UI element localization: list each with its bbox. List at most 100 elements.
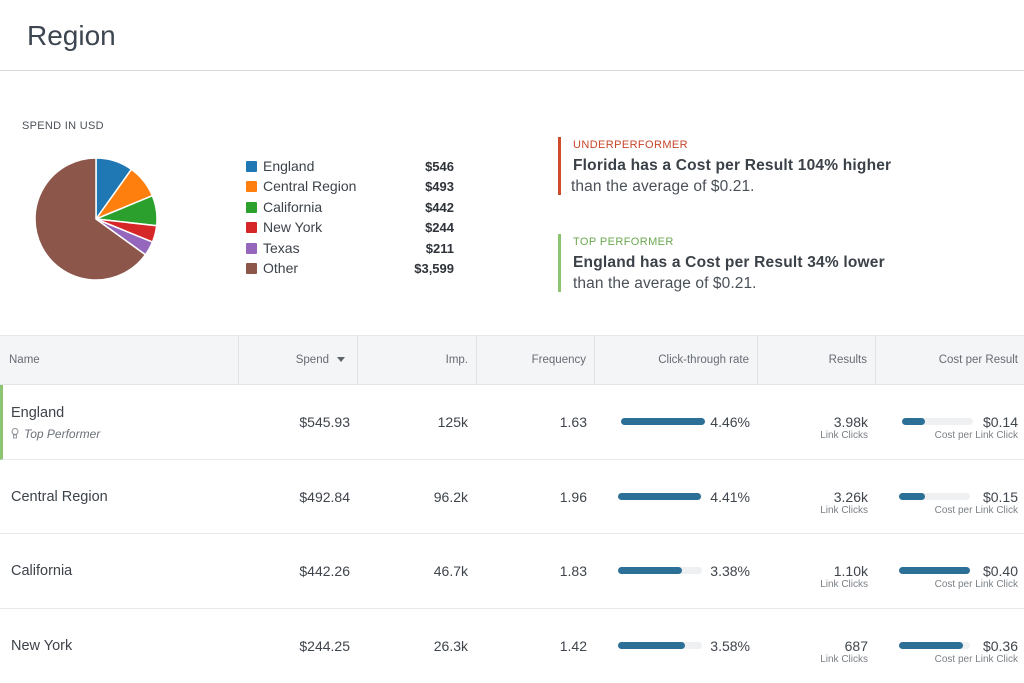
table-header: Name Spend Imp. Frequency Click-through … — [0, 335, 1024, 385]
legend-label: Central Region — [263, 178, 357, 195]
region-name[interactable]: Central Region — [11, 488, 108, 505]
legend-value: $211 — [425, 240, 454, 256]
impressions-value: 46.7k — [433, 563, 468, 580]
cost-bar — [899, 492, 970, 500]
legend-item-central-region: Central Region $493 — [246, 177, 456, 197]
frequency-value: 1.83 — [559, 563, 587, 580]
spend-legend: England $546 Central Region $493 Califor… — [246, 157, 456, 279]
insight-tag: TOP PERFORMER — [573, 236, 674, 248]
ctr-value: 4.46% — [710, 414, 750, 430]
column-header-spend[interactable]: Spend — [239, 336, 358, 385]
legend-item-new-york: New York $244 — [246, 218, 456, 238]
ctr-value: 4.41% — [710, 488, 750, 505]
legend-value: $546 — [425, 159, 454, 174]
legend-label: New York — [263, 219, 323, 236]
cost-value: $0.15 — [982, 488, 1018, 505]
insight-headline: England has a Cost per Result 34% lower — [573, 254, 885, 271]
results-unit: Link Clicks — [820, 579, 868, 591]
column-header-cost-per-result[interactable]: Cost per Result — [876, 336, 1024, 385]
cost-bar-fill — [899, 642, 963, 650]
region-name[interactable]: California — [11, 563, 73, 580]
cost-value: $0.14 — [982, 414, 1018, 430]
ctr-value: 3.58% — [710, 638, 750, 655]
results-value: 3.26k — [833, 488, 868, 505]
insight-detail: than the average of $0.21. — [571, 178, 755, 195]
cost-bar-fill — [902, 418, 926, 425]
ctr-value: 3.38% — [710, 563, 750, 580]
impressions-value: 26.3k — [433, 638, 468, 655]
column-header-impressions[interactable]: Imp. — [358, 336, 477, 385]
frequency-value: 1.42 — [559, 638, 587, 655]
spend-label: SPEND IN USD — [22, 120, 104, 132]
underperformer-insight: UNDERPERFORMER Florida has a Cost per Re… — [558, 137, 998, 195]
cost-bar — [899, 642, 970, 650]
table-row[interactable]: California $442.26 46.7k 1.83 3.38% 1.10… — [0, 534, 1024, 610]
spend-value: $545.93 — [299, 414, 350, 430]
ctr-bar-fill — [618, 642, 686, 650]
cost-unit: Cost per Link Click — [934, 504, 1018, 516]
spend-value: $492.84 — [299, 488, 350, 505]
column-header-frequency[interactable]: Frequency — [477, 336, 595, 385]
legend-value: $493 — [425, 179, 454, 195]
results-value: 687 — [844, 638, 868, 655]
impressions-value: 96.2k — [433, 488, 468, 505]
ctr-bar — [618, 567, 702, 575]
legend-value: $244 — [425, 220, 454, 236]
ctr-bar-fill — [621, 418, 705, 425]
top-performer-insight: TOP PERFORMER England has a Cost per Res… — [558, 234, 998, 292]
page-header: Region — [0, 0, 1024, 71]
cost-bar-fill — [899, 567, 970, 575]
frequency-value: 1.96 — [559, 488, 587, 505]
ctr-bar — [618, 492, 702, 500]
region-name[interactable]: England — [11, 405, 65, 421]
results-value: 3.98k — [833, 414, 868, 430]
legend-value: $442 — [425, 199, 454, 215]
cost-value: $0.36 — [982, 638, 1018, 655]
column-header-name[interactable]: Name — [0, 336, 239, 385]
legend-value: $3,599 — [414, 260, 454, 276]
results-unit: Link Clicks — [820, 654, 868, 666]
ctr-bar — [621, 418, 705, 425]
column-label: Name — [9, 354, 40, 366]
ctr-bar-fill — [618, 567, 682, 575]
top-performer-note: Top Performer — [11, 427, 100, 441]
legend-swatch — [246, 181, 257, 193]
table-row[interactable]: New York $244.25 26.3k 1.42 3.58% 687 Li… — [0, 609, 1024, 683]
cost-unit: Cost per Link Click — [934, 654, 1018, 666]
legend-item-england: England $546 — [246, 157, 456, 177]
spend-value: $244.25 — [299, 638, 350, 655]
spend-pie-chart — [34, 157, 158, 281]
legend-swatch — [246, 262, 257, 274]
results-unit: Link Clicks — [820, 504, 868, 516]
legend-item-texas: Texas $211 — [246, 239, 456, 259]
column-label: Results — [828, 354, 867, 366]
column-header-ctr[interactable]: Click-through rate — [595, 336, 758, 385]
cost-value: $0.40 — [982, 563, 1018, 580]
impressions-value: 125k — [437, 414, 468, 430]
column-label: Spend — [295, 354, 329, 366]
page-title: Region — [27, 20, 116, 51]
insight-headline: Florida has a Cost per Result 104% highe… — [573, 157, 892, 174]
legend-label: Other — [263, 259, 299, 276]
spend-value: $442.26 — [299, 563, 350, 580]
cost-bar-fill — [899, 492, 925, 500]
cost-unit: Cost per Link Click — [934, 430, 1018, 441]
legend-swatch — [246, 222, 257, 234]
column-header-results[interactable]: Results — [758, 336, 876, 385]
legend-swatch — [246, 161, 257, 172]
column-label: Cost per Result — [938, 354, 1018, 366]
column-label: Imp. — [445, 354, 468, 366]
legend-swatch — [246, 201, 257, 213]
cost-unit: Cost per Link Click — [934, 579, 1018, 591]
table-row[interactable]: England Top Performer $545.93 125k 1.63 … — [0, 385, 1024, 460]
region-table: Name Spend Imp. Frequency Click-through … — [0, 335, 1024, 683]
ctr-bar — [618, 642, 702, 650]
region-name[interactable]: New York — [11, 638, 73, 655]
legend-label: Texas — [263, 239, 300, 256]
results-value: 1.10k — [833, 563, 868, 580]
table-row[interactable]: Central Region $492.84 96.2k 1.96 4.41% … — [0, 460, 1024, 535]
top-performer-label: Top Performer — [24, 427, 101, 441]
insight-detail: than the average of $0.21. — [573, 275, 757, 292]
cost-bar — [902, 418, 973, 425]
pie-slice-other — [34, 157, 147, 281]
